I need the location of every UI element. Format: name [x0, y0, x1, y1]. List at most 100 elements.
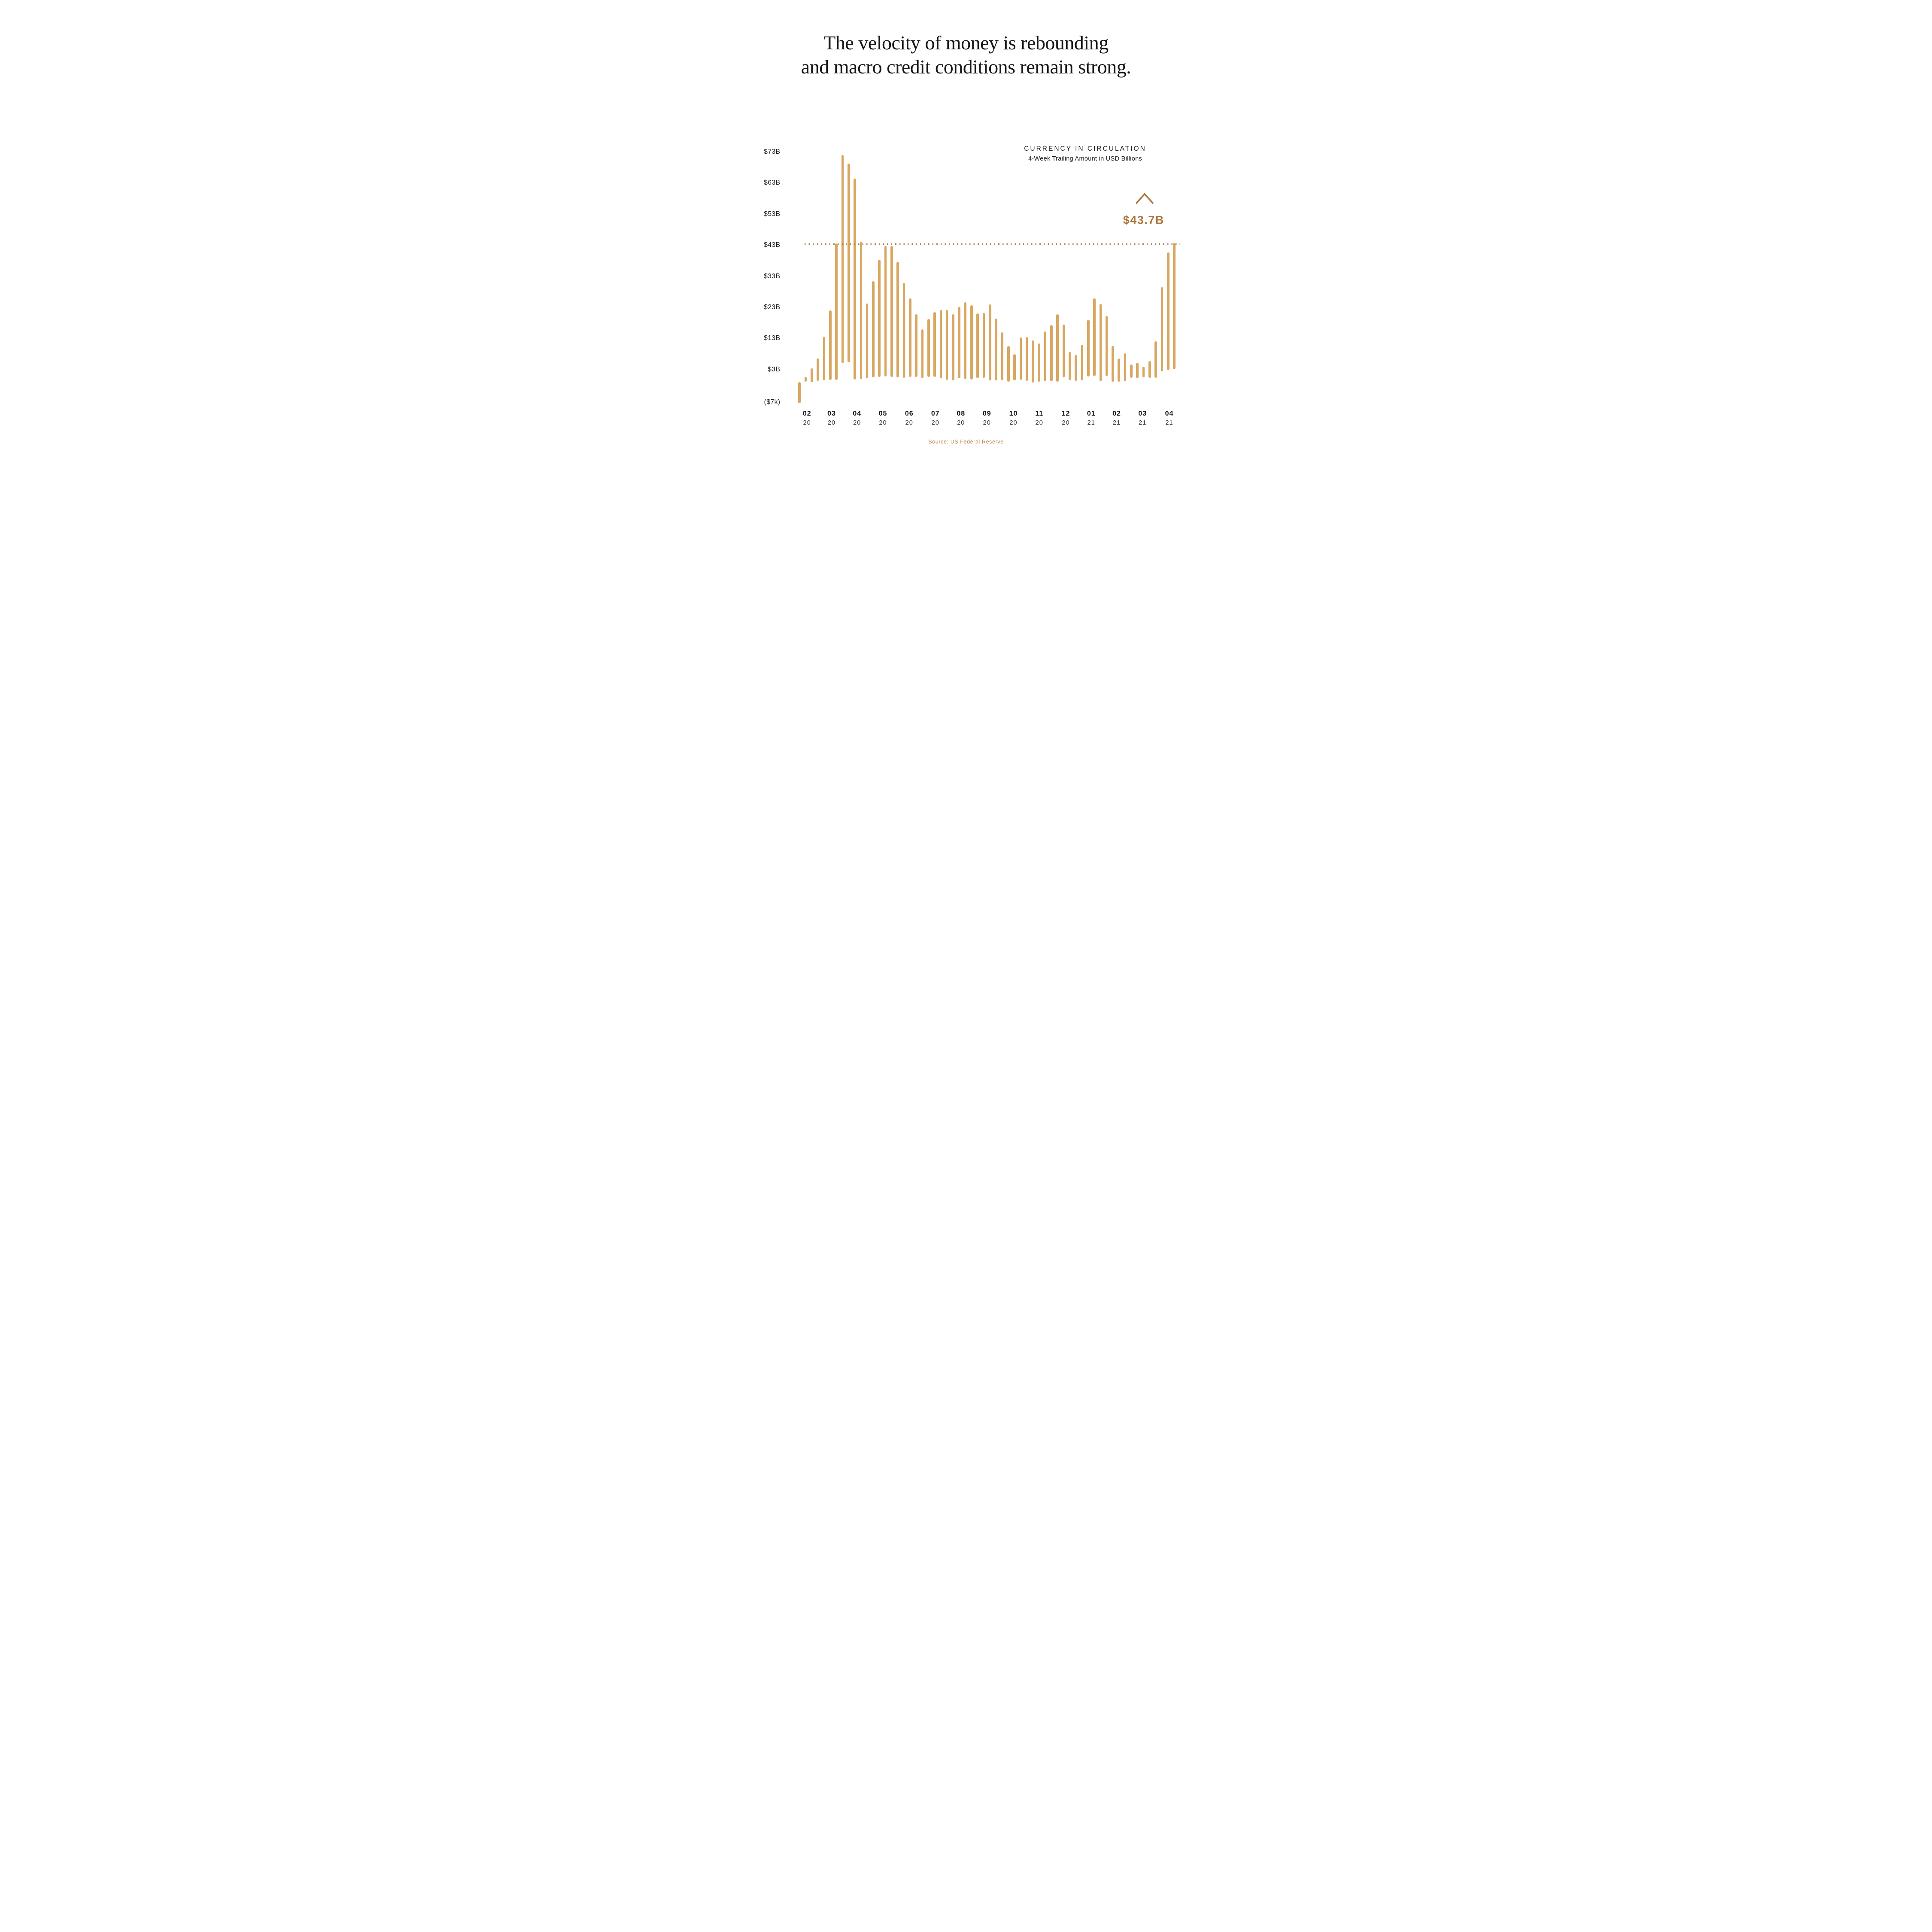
bar-week-42: [1050, 325, 1053, 381]
x-axis-label-02-20: 02 20: [803, 410, 811, 426]
page-title-line2: and macro credit conditions remain stron…: [801, 56, 1131, 78]
x-axis-label-06-20: 06 20: [905, 410, 914, 426]
y-axis-label: $43B: [764, 241, 781, 249]
bar-week-19: [908, 298, 911, 377]
bar-week-22: [927, 319, 930, 377]
month-number: 06: [905, 410, 914, 417]
bar-week-35: [1007, 346, 1010, 382]
bar-week-11: [860, 242, 863, 379]
bar-week-61: [1166, 252, 1170, 371]
bar-week-20: [915, 314, 917, 377]
bar-week-7: [835, 243, 838, 380]
x-axis-label-04-21: 04 21: [1165, 410, 1174, 426]
bar-week-29: [970, 305, 973, 380]
bar-week-4: [817, 358, 819, 381]
bar-week-58: [1148, 361, 1151, 378]
y-axis-label: $73B: [764, 148, 781, 155]
month-number: 08: [957, 410, 966, 417]
month-number: 05: [878, 410, 887, 417]
bar-week-57: [1142, 367, 1145, 377]
bar-week-9: [847, 163, 850, 362]
month-year: 20: [827, 419, 836, 426]
bar-week-21: [921, 329, 924, 379]
month-year: 20: [879, 419, 887, 426]
bar-week-16: [890, 246, 893, 377]
x-axis-label-05-20: 05 20: [879, 410, 887, 426]
month-year: 21: [1165, 419, 1173, 426]
bar-week-14: [878, 259, 881, 377]
x-axis-label-02-21: 02 21: [1112, 410, 1121, 426]
bar-week-36: [1013, 354, 1016, 381]
bar-week-33: [995, 319, 997, 381]
bar-week-34: [1001, 332, 1004, 380]
bar-week-51: [1105, 316, 1108, 376]
page-title: The velocity of money is rebounding and …: [725, 31, 1208, 79]
infographic-page: The velocity of money is rebounding and …: [724, 0, 1208, 483]
x-axis-label-12-20: 12 20: [1062, 410, 1070, 426]
x-axis-label-07-20: 07 20: [931, 410, 940, 426]
bar-week-30: [976, 313, 979, 379]
page-title-line1: The velocity of money is rebounding: [823, 32, 1109, 54]
bar-week-55: [1130, 365, 1133, 378]
bar-week-41: [1044, 331, 1047, 381]
month-year: 20: [803, 419, 811, 426]
bar-week-26: [952, 314, 954, 381]
bar-week-45: [1068, 352, 1071, 380]
bar-week-47: [1081, 344, 1084, 381]
source-caption: Source: US Federal Reserve: [928, 439, 1004, 445]
y-axis-label: $13B: [764, 334, 781, 342]
month-number: 12: [1061, 410, 1070, 417]
y-axis-label: $3B: [768, 365, 781, 373]
bar-week-46: [1075, 355, 1077, 381]
bar-week-3: [811, 368, 813, 382]
month-year: 20: [931, 419, 939, 426]
bar-week-50: [1099, 304, 1102, 381]
bar-week-60: [1160, 287, 1163, 372]
month-number: 09: [982, 410, 991, 417]
bar-week-56: [1136, 362, 1139, 379]
month-year: 20: [1062, 419, 1070, 426]
bar-week-62: [1173, 243, 1176, 369]
bar-week-25: [945, 310, 948, 380]
bar-week-38: [1025, 337, 1028, 381]
x-axis-label-09-20: 09 20: [983, 410, 991, 426]
up-caret-icon: [1135, 193, 1154, 207]
month-year: 21: [1112, 419, 1121, 426]
month-number: 01: [1087, 410, 1096, 417]
bar-week-1: [798, 382, 801, 404]
bar-week-44: [1062, 324, 1065, 378]
month-year: 20: [905, 419, 913, 426]
chart-subheading: 4-Week Trailing Amount in USD Billions: [1028, 155, 1142, 162]
bar-week-24: [939, 310, 942, 379]
bar-week-32: [988, 304, 991, 381]
month-year: 20: [1035, 419, 1043, 426]
bar-week-54: [1124, 353, 1127, 381]
bar-week-59: [1154, 341, 1157, 378]
y-axis-label: $23B: [764, 303, 781, 311]
bar-week-15: [884, 246, 887, 377]
bar-week-37: [1019, 337, 1022, 380]
y-axis-label: $33B: [764, 272, 781, 280]
y-axis-label: $53B: [764, 210, 781, 218]
bar-week-5: [823, 337, 826, 381]
month-number: 07: [931, 410, 940, 417]
x-axis-label-08-20: 08 20: [957, 410, 965, 426]
bar-week-10: [854, 178, 856, 380]
bar-week-28: [964, 302, 967, 379]
bar-week-49: [1093, 298, 1096, 376]
month-year: 21: [1139, 419, 1147, 426]
bar-week-2: [804, 377, 807, 382]
bar-week-23: [933, 312, 936, 377]
bar-week-39: [1032, 340, 1034, 383]
bar-week-12: [866, 303, 869, 379]
month-number: 02: [802, 410, 811, 417]
bar-week-48: [1087, 319, 1090, 377]
month-number: 11: [1035, 410, 1044, 417]
bar-week-40: [1038, 343, 1041, 382]
x-axis-label-11-20: 11 20: [1035, 410, 1043, 426]
bar-week-18: [902, 283, 905, 378]
y-axis-label: $63B: [764, 179, 781, 187]
month-year: 20: [853, 419, 861, 426]
bar-week-27: [958, 307, 961, 379]
bar-week-17: [896, 261, 899, 378]
